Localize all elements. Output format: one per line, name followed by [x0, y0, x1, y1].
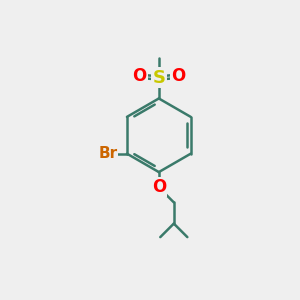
- Text: O: O: [133, 68, 147, 85]
- Text: Br: Br: [98, 146, 117, 161]
- Text: O: O: [152, 178, 166, 196]
- Text: S: S: [152, 69, 165, 87]
- Text: O: O: [171, 68, 185, 85]
